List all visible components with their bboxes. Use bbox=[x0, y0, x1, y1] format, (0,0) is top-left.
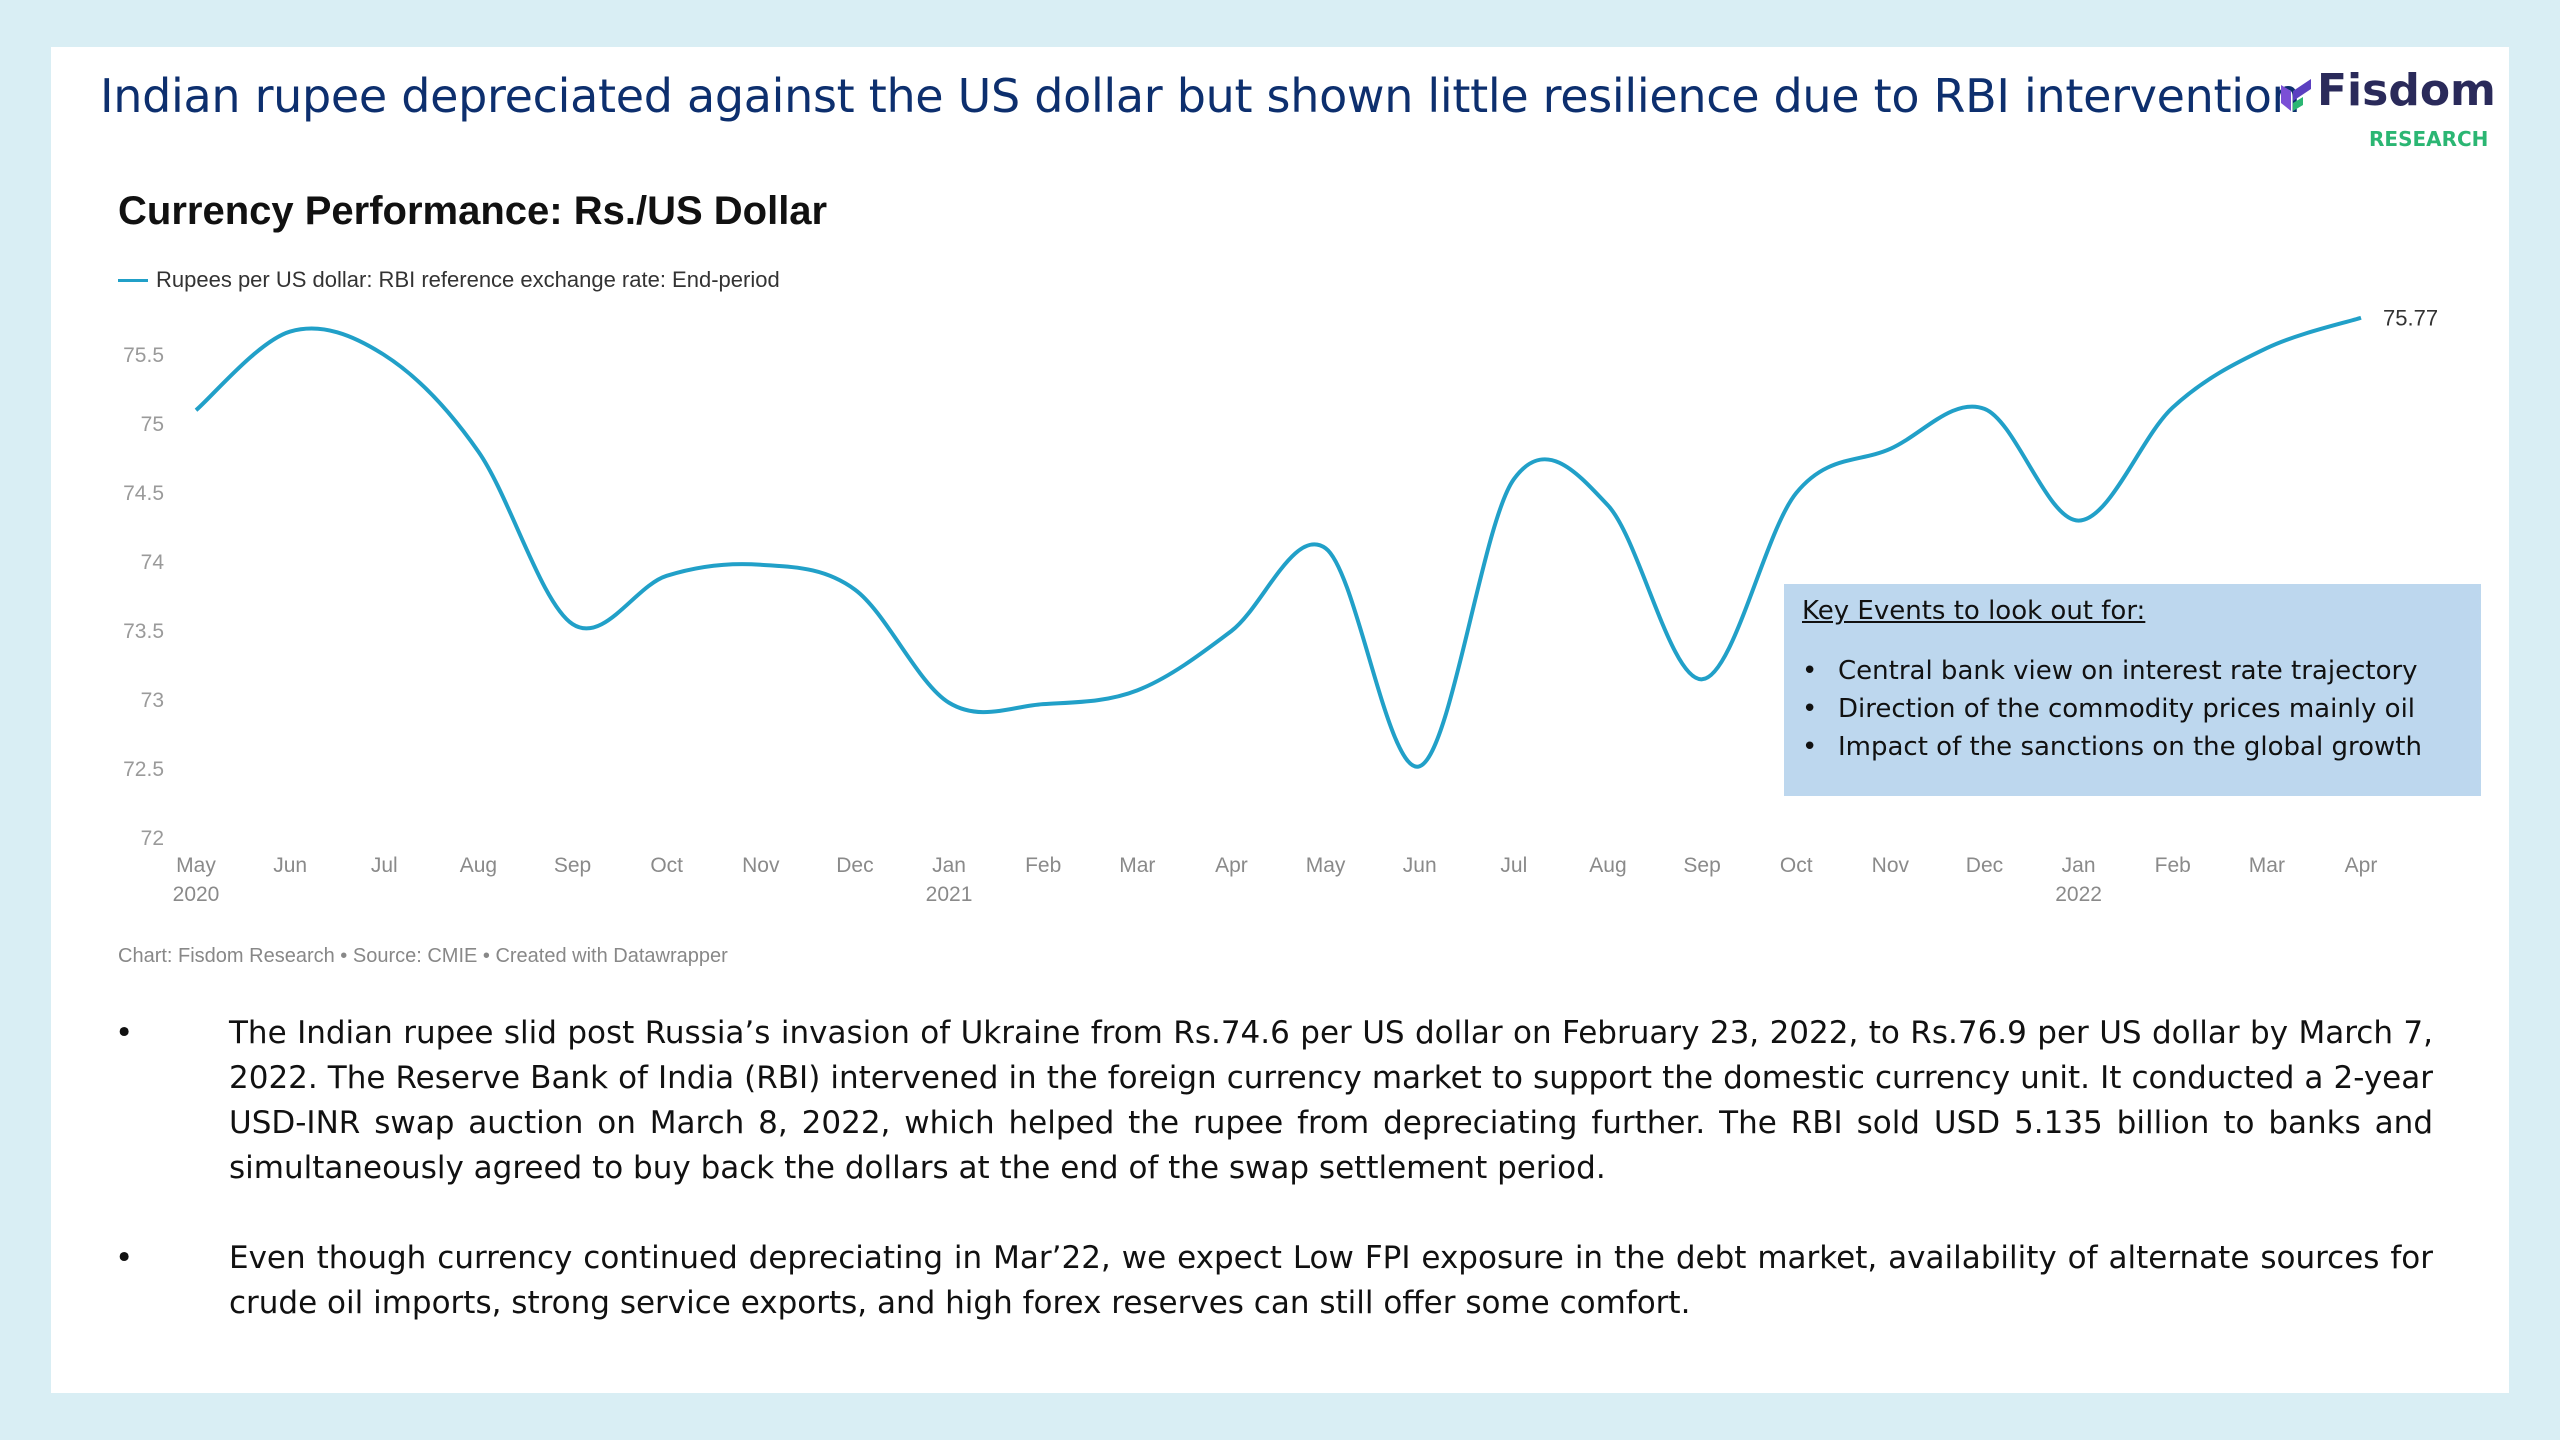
y-tick-label: 73 bbox=[141, 689, 164, 712]
bullet: • bbox=[115, 1240, 134, 1276]
commentary-text: The Indian rupee slid post Russia’s inva… bbox=[229, 1015, 2433, 1186]
x-tick-label: Sep bbox=[554, 854, 591, 877]
x-tick-label: Sep bbox=[1683, 854, 1720, 877]
commentary-text: Even though currency continued depreciat… bbox=[229, 1240, 2433, 1321]
x-tick-label: May bbox=[176, 854, 216, 877]
y-tick-label: 74.5 bbox=[123, 482, 164, 505]
legend-label: Rupees per US dollar: RBI reference exch… bbox=[156, 267, 780, 292]
x-tick-label: Apr bbox=[2345, 854, 2378, 877]
x-tick-label: Mar bbox=[2249, 854, 2285, 877]
x-tick-label: Jun bbox=[1403, 854, 1437, 877]
x-tick-label: Aug bbox=[460, 854, 497, 877]
x-tick-label: Jan bbox=[932, 854, 966, 877]
legend-swatch bbox=[118, 278, 148, 282]
commentary-point: • Even though currency continued depreci… bbox=[115, 1236, 2513, 1326]
key-events-title: Key Events to look out for: bbox=[1802, 596, 2146, 626]
x-tick-label: Jan bbox=[2062, 854, 2096, 877]
x-tick-label: Apr bbox=[1215, 854, 1248, 877]
y-tick-label: 75 bbox=[141, 413, 164, 436]
commentary-point: • The Indian rupee slid post Russia’s in… bbox=[115, 1011, 2513, 1191]
x-tick-label: May bbox=[1306, 854, 1346, 877]
x-tick-label: Oct bbox=[650, 854, 683, 877]
y-tick-label: 73.5 bbox=[123, 620, 164, 643]
series-line bbox=[194, 315, 2362, 769]
key-event-item: Direction of the commodity prices mainly… bbox=[1802, 690, 2463, 728]
x-tick-label: Nov bbox=[1872, 854, 1910, 877]
y-tick-label: 74 bbox=[141, 551, 165, 574]
x-tick-label: Mar bbox=[1119, 854, 1155, 877]
x-tick-label: Dec bbox=[1966, 854, 2003, 877]
x-tick-label: Jul bbox=[1500, 854, 1527, 877]
y-tick-label: 72.5 bbox=[123, 758, 164, 781]
chart-legend: Rupees per US dollar: RBI reference exch… bbox=[118, 267, 780, 293]
x-tick-label: Aug bbox=[1589, 854, 1626, 877]
x-tick-label: Dec bbox=[836, 854, 873, 877]
x-tick-year-label: 2021 bbox=[926, 883, 973, 906]
end-value-label: 75.77 bbox=[2383, 306, 2438, 331]
key-events-box: Key Events to look out for: Central bank… bbox=[1784, 584, 2481, 796]
y-tick-label: 75.5 bbox=[123, 344, 164, 367]
brand-logo: Fisdom RESEARCH bbox=[2279, 65, 2496, 155]
fisdom-leaf-icon bbox=[2281, 79, 2311, 111]
key-events-list: Central bank view on interest rate traje… bbox=[1802, 652, 2463, 766]
line-chart: 72 72.5 73 73.5 74 74.5 75 75.5 May 2020 Jun Jul Aug… bbox=[123, 306, 2438, 906]
commentary: • The Indian rupee slid post Russia’s in… bbox=[115, 1011, 2513, 1371]
bullet: • bbox=[115, 1015, 134, 1051]
x-tick-label: Jul bbox=[371, 854, 398, 877]
y-tick-label: 72 bbox=[141, 827, 164, 850]
slide: Indian rupee depreciated against the US … bbox=[51, 47, 2509, 1393]
x-tick-label: Nov bbox=[742, 854, 780, 877]
x-tick-label: Jun bbox=[273, 854, 307, 877]
slide-headline: Indian rupee depreciated against the US … bbox=[100, 69, 2301, 123]
logo-subtitle: RESEARCH bbox=[2369, 127, 2489, 151]
key-event-item: Impact of the sanctions on the global gr… bbox=[1802, 728, 2463, 766]
x-tick-year-label: 2020 bbox=[173, 883, 220, 906]
chart-title: Currency Performance: Rs./US Dollar bbox=[118, 189, 828, 233]
x-tick-label: Feb bbox=[2155, 854, 2191, 877]
key-event-item: Central bank view on interest rate traje… bbox=[1802, 652, 2463, 690]
logo-name: Fisdom bbox=[2317, 65, 2496, 116]
x-tick-label: Feb bbox=[1025, 854, 1061, 877]
chart-source: Chart: Fisdom Research • Source: CMIE • … bbox=[118, 945, 728, 967]
x-tick-label: Oct bbox=[1780, 854, 1813, 877]
x-tick-year-label: 2022 bbox=[2055, 883, 2102, 906]
